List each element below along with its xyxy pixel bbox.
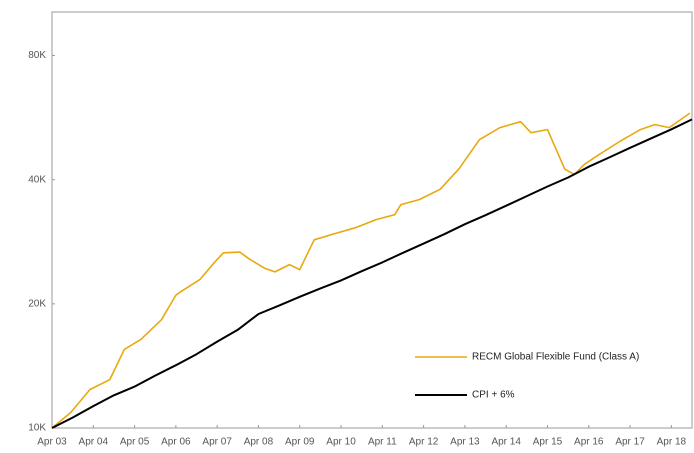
x-tick-label: Apr 11 [368,437,397,448]
series-line [51,118,693,429]
x-tick-label: Apr 06 [161,437,191,448]
x-tick-label: Apr 08 [244,437,274,448]
series-line [51,112,691,429]
y-tick-label: 40K [28,174,46,185]
legend-label: CPI + 6% [472,390,515,401]
legend-label: RECM Global Flexible Fund (Class A) [472,352,639,363]
x-tick-label: Apr 18 [657,437,687,448]
y-tick-label: 80K [28,50,46,61]
x-tick-label: Apr 15 [533,437,563,448]
x-tick-label: Apr 17 [615,437,645,448]
x-tick-label: Apr 13 [450,437,480,448]
x-tick-label: Apr 16 [574,437,604,448]
x-tick-label: Apr 03 [37,437,67,448]
x-tick-label: Apr 12 [409,437,439,448]
legend: RECM Global Flexible Fund (Class A) CPI +… [415,352,639,401]
x-tick-label: Apr 05 [120,437,150,448]
x-tick-label: Apr 07 [202,437,232,448]
y-tick-label: 20K [28,298,46,309]
plot-border [51,11,693,429]
x-tick-label: Apr 04 [79,437,109,448]
x-tick-label: Apr 10 [326,437,356,448]
x-tick-label: Apr 09 [285,437,315,448]
x-tick-label: Apr 14 [491,437,521,448]
y-tick-label: 10K [28,423,46,434]
